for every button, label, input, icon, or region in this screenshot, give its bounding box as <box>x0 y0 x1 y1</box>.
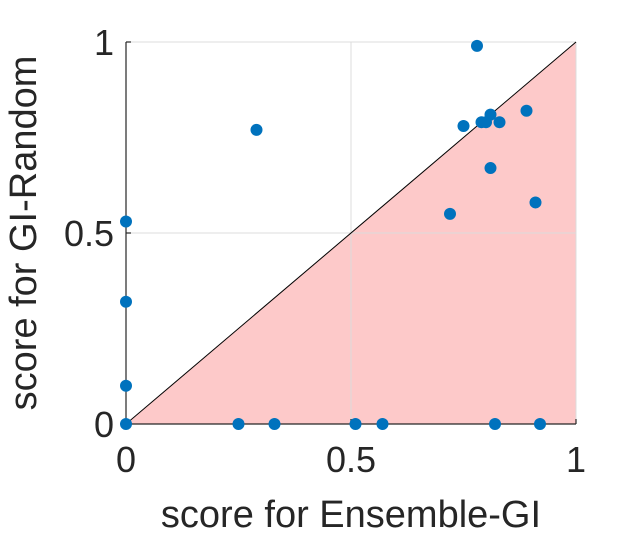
data-point <box>484 108 497 121</box>
plot-area <box>125 41 577 425</box>
data-point <box>120 295 132 308</box>
x-tick-label: 0 <box>116 439 136 480</box>
data-point <box>268 418 281 430</box>
data-point <box>529 196 542 209</box>
y-tick-label: 0.5 <box>64 213 114 254</box>
y-axis-title: score for GI-Random <box>3 56 45 411</box>
y-tick-label: 0 <box>94 404 114 445</box>
data-point <box>250 123 263 136</box>
data-point <box>534 418 546 430</box>
data-point <box>520 104 533 117</box>
data-point <box>232 418 245 430</box>
y-tick-label: 1 <box>94 22 114 63</box>
data-point <box>349 418 362 430</box>
x-tick-label: 1 <box>566 439 586 480</box>
x-tick-label: 0.5 <box>326 439 376 480</box>
data-point <box>489 418 501 430</box>
data-point <box>120 215 132 228</box>
data-point <box>484 162 497 175</box>
data-point <box>120 379 132 392</box>
data-point <box>120 418 132 430</box>
diagonal-line <box>125 41 577 425</box>
data-point <box>444 207 456 220</box>
data-point <box>493 116 506 129</box>
data-points <box>120 39 546 430</box>
tick-labels: 0 0.5 1 0 0.5 1 <box>64 22 586 480</box>
x-axis-title: score for Ensemble-GI <box>161 494 541 536</box>
data-point <box>376 418 389 430</box>
data-point <box>457 120 470 133</box>
data-point <box>471 39 483 52</box>
